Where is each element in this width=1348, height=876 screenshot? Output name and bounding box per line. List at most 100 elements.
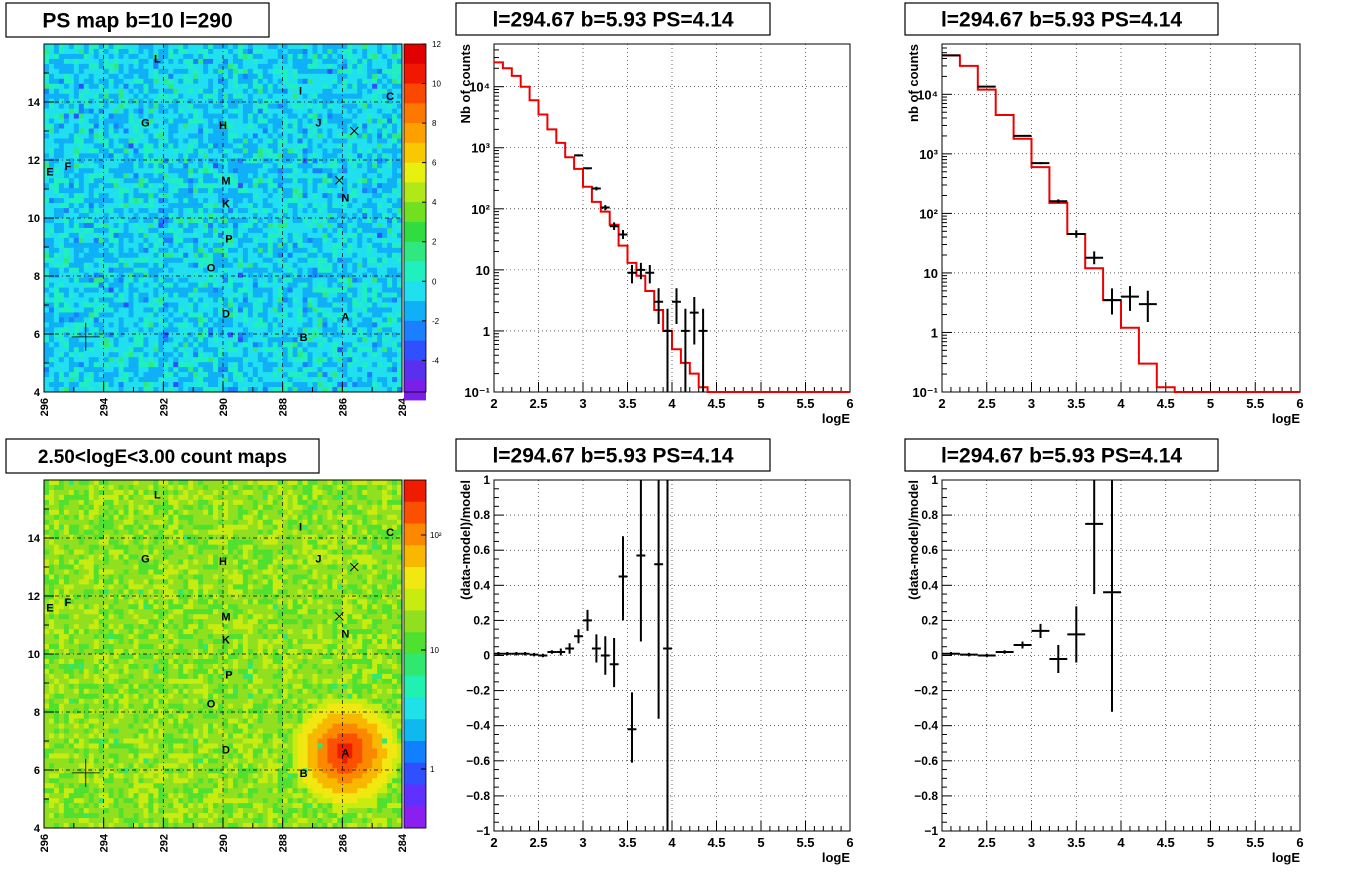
source-label: L — [154, 490, 161, 502]
plus-marker — [71, 758, 100, 787]
y-tick-label: 0.8 — [473, 508, 490, 522]
data-point — [1013, 134, 1032, 137]
y-tick-label: 10 — [28, 649, 40, 661]
x-tick-label: 286 — [337, 398, 349, 416]
x-tick-label: 2 — [490, 835, 497, 850]
data-point — [942, 652, 960, 656]
data-point — [565, 643, 575, 654]
plot-grid — [494, 44, 850, 392]
x-tick-label: 4.5 — [1157, 835, 1175, 850]
cross-marker — [334, 175, 344, 185]
y-tick-label: 8 — [34, 707, 40, 719]
x-tick-label: 5 — [1207, 835, 1214, 850]
x-tick-label: 284 — [397, 833, 409, 852]
y-tick-label: 10 — [924, 266, 938, 281]
source-label: A — [341, 748, 349, 760]
source-label: M — [221, 611, 230, 623]
x-tick-label: 5 — [757, 835, 764, 850]
x-axis-title: logE — [1272, 411, 1300, 426]
source-label: M — [221, 175, 230, 187]
y-tick-label: 1 — [931, 325, 938, 340]
source-label: J — [315, 117, 321, 129]
data-point — [574, 629, 583, 644]
x-tick-label: 5.5 — [1246, 396, 1264, 411]
x-tick-label: 296 — [39, 834, 51, 852]
x-tick-label: 6 — [846, 396, 853, 411]
data-point — [1067, 606, 1086, 663]
x-tick-label: 4.5 — [707, 396, 725, 411]
plot-grid — [942, 480, 1300, 831]
x-tick-label: 4 — [1117, 396, 1125, 411]
data-point — [942, 54, 960, 57]
y-tick-label: −0.8 — [914, 789, 938, 803]
spectrum-panel-1: 2 2.5 3 3.5 4 4.5 5 5.5 6 10⁻¹ 1 10 10² 10³ 10⁴ logE Nb … — [455, 2, 854, 426]
source-label: I — [299, 521, 302, 533]
data-point — [494, 652, 503, 656]
x-tick-label: 5 — [757, 396, 764, 411]
data-point — [995, 650, 1014, 654]
data-point — [1031, 623, 1050, 638]
y-tick-label: −0.4 — [914, 719, 938, 733]
title-box — [455, 2, 771, 36]
y-tick-label: 8 — [34, 271, 40, 283]
x-tick-label: 286 — [337, 834, 349, 852]
y-tick-label: 10⁴ — [469, 80, 490, 95]
source-label: P — [225, 233, 232, 245]
data-point — [600, 205, 610, 211]
y-tick-label: 1 — [483, 324, 490, 339]
data-point — [618, 536, 628, 621]
source-label: P — [225, 669, 232, 681]
source-label: N — [341, 629, 349, 641]
source-label: K — [222, 635, 230, 647]
x-tick-label: 3.5 — [618, 835, 636, 850]
x-tick-label: 5.5 — [796, 835, 814, 850]
colorbar-label: 10² — [430, 531, 442, 540]
x-tick-label: 294 — [99, 833, 111, 852]
map-grid — [44, 480, 402, 828]
x-tick-label: 284 — [397, 397, 409, 416]
data-point — [574, 154, 583, 157]
y-tick-label: 10² — [471, 202, 490, 217]
source-label: I — [299, 85, 302, 97]
source-label: O — [207, 262, 216, 274]
colorbar-label: 2 — [432, 238, 437, 247]
data-point — [689, 297, 699, 345]
x-tick-label: 288 — [278, 834, 290, 852]
heatmap — [44, 480, 403, 829]
colorbar: 10² 10 1 — [403, 479, 442, 829]
y-axis-title: (data-model)/model — [458, 480, 473, 600]
x-tick-label: 2.5 — [978, 835, 996, 850]
x-tick-label: 2 — [490, 396, 497, 411]
cross-marker — [349, 562, 359, 572]
x-tick-label: 296 — [39, 398, 51, 416]
x-tick-label: 4.5 — [1157, 396, 1175, 411]
colorbar-label: 12 — [432, 40, 441, 49]
data-point — [654, 480, 664, 719]
title-box — [5, 2, 270, 38]
y-tick-label: −0.8 — [466, 789, 490, 803]
source-label: A — [341, 312, 349, 324]
data-point — [627, 692, 637, 763]
y-tick-label: 1 — [483, 473, 490, 487]
panel-title: l=294.67 b=5.93 PS=4.14 — [941, 9, 1182, 32]
x-tick-label: 4 — [668, 835, 676, 850]
data-point — [1085, 251, 1104, 265]
colorbar-label: 10 — [430, 646, 439, 655]
y-tick-label: 12 — [28, 591, 40, 603]
y-tick-label: 0.2 — [473, 613, 490, 627]
source-label: H — [219, 120, 227, 132]
source-label: L — [154, 54, 161, 66]
data-point — [1067, 230, 1086, 238]
colorbar: 12 10 8 6 4 2 0 -2 -4 — [403, 40, 441, 401]
y-tick-label: 0 — [483, 649, 490, 663]
y-tick-label: −1 — [924, 824, 938, 838]
y-tick-label: 10⁻¹ — [464, 385, 490, 400]
data-point — [1013, 641, 1032, 649]
y-tick-label: 14 — [28, 533, 41, 545]
source-label: F — [64, 161, 71, 173]
source-label: J — [315, 553, 321, 565]
data-point — [591, 634, 601, 663]
source-label: E — [46, 603, 53, 615]
y-tick-label: 0.8 — [921, 508, 938, 522]
y-tick-label: 10 — [28, 213, 40, 225]
